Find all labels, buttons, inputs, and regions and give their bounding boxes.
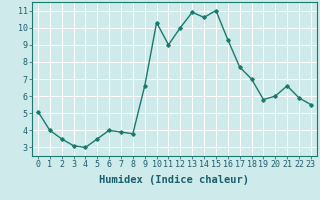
X-axis label: Humidex (Indice chaleur): Humidex (Indice chaleur)	[100, 175, 249, 185]
